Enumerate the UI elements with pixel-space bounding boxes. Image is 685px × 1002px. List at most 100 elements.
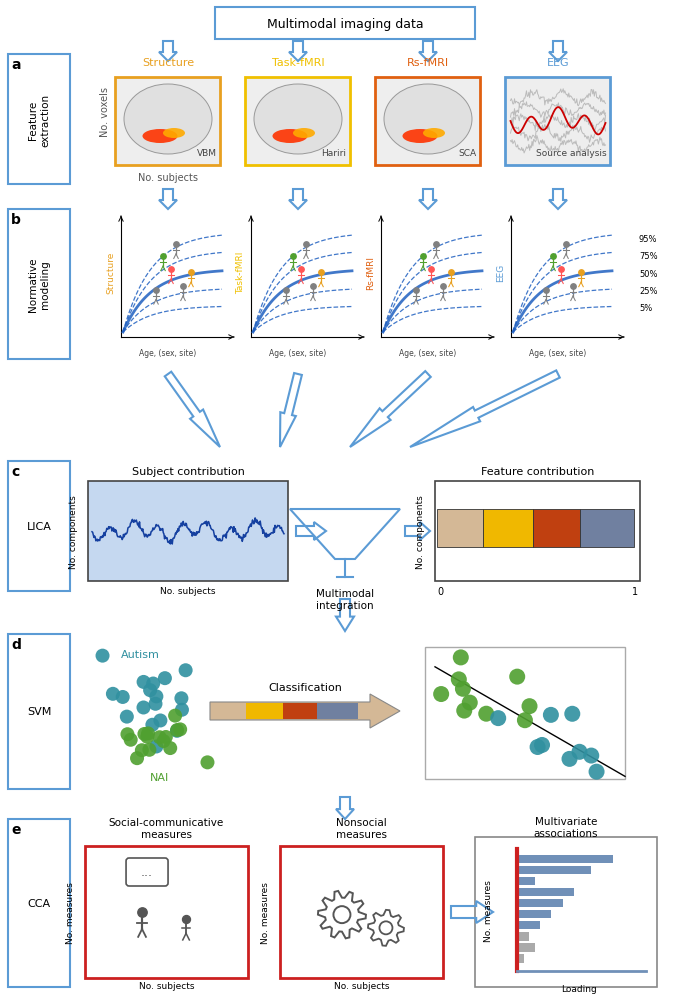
Bar xyxy=(518,855,613,863)
Bar xyxy=(8,55,70,184)
Circle shape xyxy=(106,687,120,701)
Text: ...: ... xyxy=(141,866,153,879)
Text: No. subjects: No. subjects xyxy=(160,587,216,596)
Circle shape xyxy=(159,730,173,744)
Bar xyxy=(280,846,443,978)
Circle shape xyxy=(142,743,156,758)
Ellipse shape xyxy=(254,85,342,155)
Text: 50%: 50% xyxy=(639,270,658,279)
Circle shape xyxy=(124,733,138,747)
Circle shape xyxy=(143,683,157,697)
Text: e: e xyxy=(11,823,21,836)
Text: Normative
modeling: Normative modeling xyxy=(28,258,50,312)
Circle shape xyxy=(175,691,188,705)
Circle shape xyxy=(149,739,164,754)
Text: Rs-fMRI: Rs-fMRI xyxy=(366,256,375,290)
Circle shape xyxy=(170,724,184,738)
Circle shape xyxy=(530,739,545,756)
Text: Age, (sex, site): Age, (sex, site) xyxy=(269,348,327,357)
Text: Multivariate
associations: Multivariate associations xyxy=(534,816,598,839)
Circle shape xyxy=(135,743,149,758)
Text: No. measures: No. measures xyxy=(484,879,493,941)
Circle shape xyxy=(149,689,163,703)
Circle shape xyxy=(583,747,599,764)
Text: CCA: CCA xyxy=(27,898,51,908)
Text: Multimodal imaging data: Multimodal imaging data xyxy=(266,17,423,30)
Bar xyxy=(316,703,358,719)
Text: VBM: VBM xyxy=(197,149,216,158)
Bar xyxy=(85,846,248,978)
Circle shape xyxy=(571,744,588,761)
Circle shape xyxy=(120,709,134,723)
Bar xyxy=(437,509,483,547)
Bar xyxy=(580,509,634,547)
Ellipse shape xyxy=(163,129,185,139)
Circle shape xyxy=(121,727,134,741)
Bar xyxy=(518,910,551,919)
Circle shape xyxy=(490,710,506,726)
Bar xyxy=(8,462,70,591)
Text: No. components: No. components xyxy=(69,495,79,568)
Bar xyxy=(8,209,70,360)
Bar xyxy=(283,703,316,719)
Text: Subject contribution: Subject contribution xyxy=(132,467,245,477)
Circle shape xyxy=(588,764,605,780)
Circle shape xyxy=(451,671,467,687)
Ellipse shape xyxy=(384,85,472,155)
Bar xyxy=(435,482,640,581)
FancyBboxPatch shape xyxy=(126,858,168,886)
Circle shape xyxy=(158,671,172,685)
Text: Social-communicative
measures: Social-communicative measures xyxy=(109,817,224,840)
Circle shape xyxy=(564,706,580,722)
Text: Autism: Autism xyxy=(121,649,160,659)
Text: 1: 1 xyxy=(632,586,638,596)
Circle shape xyxy=(95,649,110,663)
Text: EEG: EEG xyxy=(547,58,569,68)
Text: LICA: LICA xyxy=(27,521,51,531)
Circle shape xyxy=(130,752,144,766)
Text: Classification: Classification xyxy=(268,682,342,692)
Circle shape xyxy=(146,676,160,690)
Circle shape xyxy=(173,722,187,736)
Bar xyxy=(245,78,351,166)
Text: 5%: 5% xyxy=(639,304,652,313)
Text: No. measures: No. measures xyxy=(66,881,75,943)
Bar xyxy=(518,921,540,930)
Circle shape xyxy=(136,675,151,689)
Text: Feature contribution: Feature contribution xyxy=(481,467,594,477)
Text: 25%: 25% xyxy=(639,287,658,296)
Circle shape xyxy=(456,702,472,718)
Bar xyxy=(534,509,580,547)
Circle shape xyxy=(455,681,471,697)
Bar xyxy=(518,899,562,908)
Bar xyxy=(506,78,610,166)
Polygon shape xyxy=(210,694,400,728)
Bar xyxy=(518,943,535,952)
Text: 95%: 95% xyxy=(639,234,658,243)
Text: No. subjects: No. subjects xyxy=(139,982,195,991)
Text: Source analysis: Source analysis xyxy=(536,149,606,158)
Circle shape xyxy=(433,686,449,702)
Text: No. voxels: No. voxels xyxy=(100,87,110,137)
Circle shape xyxy=(170,723,184,737)
Circle shape xyxy=(517,712,533,728)
Text: Structure: Structure xyxy=(106,252,116,294)
Text: Hariri: Hariri xyxy=(321,149,347,158)
Circle shape xyxy=(140,730,154,744)
Text: a: a xyxy=(11,58,21,72)
Ellipse shape xyxy=(423,129,445,139)
Circle shape xyxy=(157,734,171,748)
Text: Age, (sex, site): Age, (sex, site) xyxy=(399,348,457,357)
Bar xyxy=(88,482,288,581)
Text: c: c xyxy=(11,465,19,479)
Text: 75%: 75% xyxy=(639,252,658,261)
Circle shape xyxy=(149,697,162,711)
Bar xyxy=(8,634,70,790)
Text: Task-fMRI: Task-fMRI xyxy=(236,252,245,294)
Bar xyxy=(116,78,221,166)
Circle shape xyxy=(141,726,155,740)
Circle shape xyxy=(453,649,469,665)
Ellipse shape xyxy=(293,129,315,139)
Text: No. measures: No. measures xyxy=(262,881,271,943)
Bar xyxy=(518,866,590,874)
